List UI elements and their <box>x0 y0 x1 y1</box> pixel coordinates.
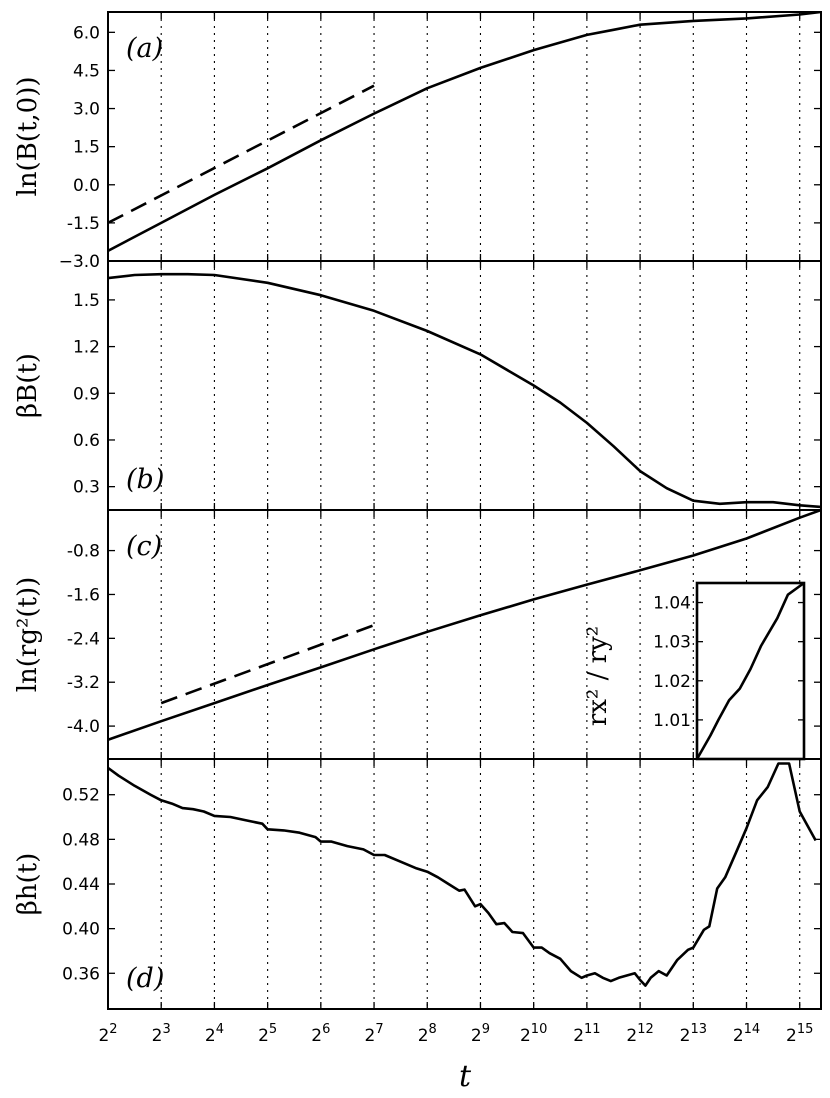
plot-frame <box>107 758 822 1010</box>
y-tick-label: 1.5 <box>73 291 100 311</box>
panel-label: (a) <box>126 33 163 64</box>
data-line <box>108 510 821 742</box>
x-axis-label: t <box>459 1059 472 1094</box>
x-tick-label: 22 <box>98 1022 117 1046</box>
y-tick-label: 0.40 <box>62 920 100 940</box>
data-line <box>108 12 821 252</box>
inset-data-line <box>695 581 805 760</box>
x-tick-label: 23 <box>152 1022 171 1046</box>
x-tick-label: 26 <box>311 1022 330 1046</box>
x-tick-label: 214 <box>733 1022 760 1046</box>
y-axis-label: ln(rg²(t)) <box>13 577 43 693</box>
y-tick-label: 4.5 <box>73 61 100 81</box>
panel-label: (b) <box>126 464 164 495</box>
panel-d: 0.36 0.40 0.44 0.48 0.52 (d) βh(t) <box>13 758 822 1010</box>
x-tick-label: 213 <box>680 1022 707 1046</box>
y-tick-label: 6.0 <box>73 23 100 43</box>
x-tick-label: 24 <box>205 1022 224 1046</box>
y-tick-label: 1.2 <box>73 338 100 358</box>
y-tick-label: -1.6 <box>67 585 100 605</box>
y-tick-label: 0.6 <box>73 431 100 451</box>
y-tick-label: -2.4 <box>67 629 100 649</box>
x-tick-label: 211 <box>573 1022 600 1046</box>
inset-y-tick-label: 1.02 <box>653 672 691 692</box>
y-tick-label: 0.44 <box>62 875 100 895</box>
panel-label: (d) <box>126 963 164 994</box>
x-tick-label: 25 <box>258 1022 277 1046</box>
inset-chart: 1.01 1.02 1.03 1.04 rx² / ry² <box>583 581 806 761</box>
y-tick-label: 0.3 <box>73 478 100 498</box>
panel-a: −3.0 -1.5 0.0 1.5 3.0 4.5 6.0 (a) ln(B(t,0)) <box>13 11 822 272</box>
y-tick-label: -3.2 <box>67 673 100 693</box>
y-tick-label: -1.5 <box>67 214 100 234</box>
y-axis-label: βh(t) <box>13 853 43 916</box>
reference-line <box>160 623 375 705</box>
x-tick-label: 27 <box>364 1022 383 1046</box>
y-tick-label: 0.36 <box>62 964 100 984</box>
inset-y-tick-label: 1.04 <box>653 594 691 614</box>
y-tick-label: -4.0 <box>67 717 100 737</box>
x-tick-label: 215 <box>786 1022 813 1046</box>
inset-y-axis-label: rx² / ry² <box>583 626 613 726</box>
y-tick-label: 3.0 <box>73 100 100 120</box>
x-tick-label: 212 <box>626 1022 653 1046</box>
reference-line <box>108 84 375 225</box>
x-tick-label: 29 <box>471 1022 490 1046</box>
y-tick-label: 0.48 <box>62 830 100 850</box>
x-tick-label: 210 <box>520 1022 547 1046</box>
data-line <box>108 272 821 509</box>
panel-c: -4.0-3.2-2.4-1.6-0.8 (c)ln(rg²(t))1.011.0… <box>13 509 822 761</box>
inset-y-tick-label: 1.01 <box>653 711 691 731</box>
panel-b: 0.3 0.6 0.9 1.2 1.5 (b) βB(t) <box>13 260 822 511</box>
y-tick-label: 0.52 <box>62 786 100 806</box>
y-tick-label: -0.8 <box>67 542 100 562</box>
panel-label: (c) <box>126 531 162 562</box>
y-tick-label: 0.0 <box>73 176 100 196</box>
y-axis-label: βB(t) <box>13 353 43 418</box>
inset-y-tick-label: 1.03 <box>653 633 691 653</box>
y-tick-label: 0.9 <box>73 384 100 404</box>
y-axis-label: ln(B(t,0)) <box>13 77 43 197</box>
y-tick-label: −3.0 <box>59 252 100 272</box>
data-line <box>108 762 817 987</box>
panels: −3.0-1.50.01.53.04.56.0 (a)ln(B(t,0))0.30… <box>13 11 822 1046</box>
x-tick-label: 28 <box>418 1022 437 1046</box>
y-tick-label: 1.5 <box>73 138 100 158</box>
